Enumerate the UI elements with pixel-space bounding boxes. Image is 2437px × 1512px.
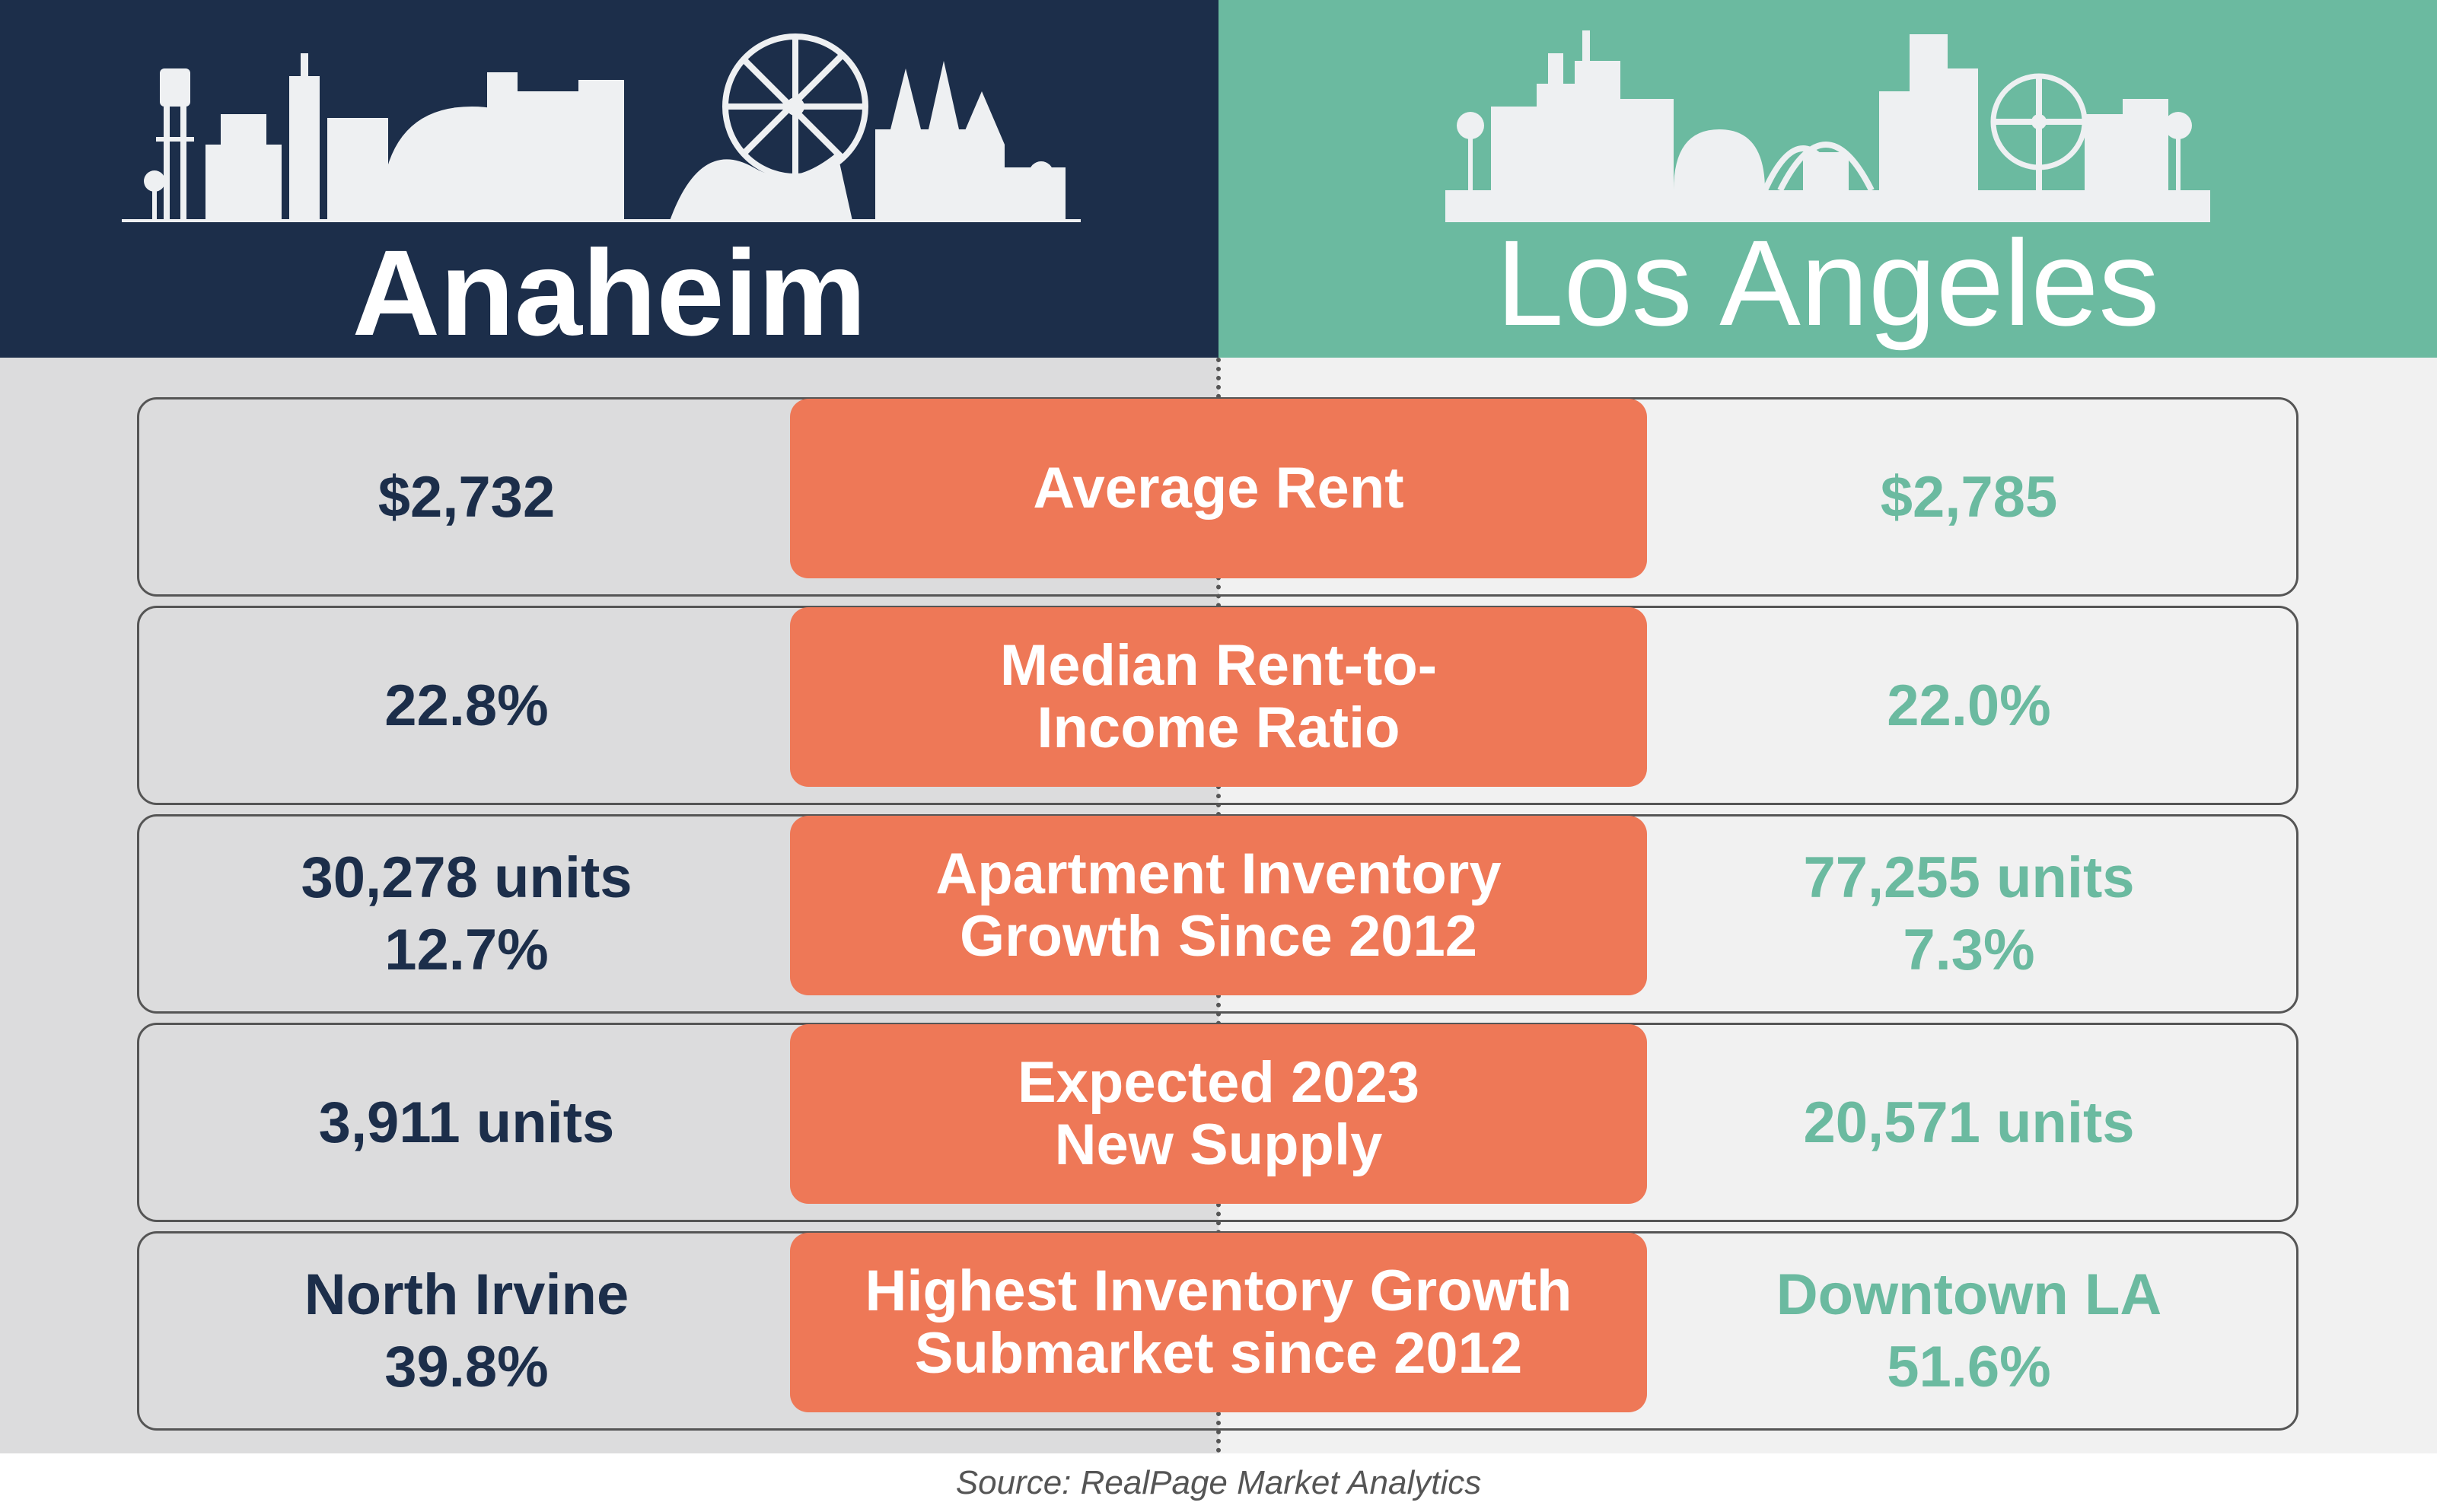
value-line: 22.8% bbox=[384, 673, 549, 738]
label-line: Average Rent bbox=[1033, 455, 1404, 520]
anaheim-value: North Irvine 39.8% bbox=[139, 1233, 794, 1428]
label-line: Highest Inventory Growth bbox=[865, 1258, 1572, 1323]
los-angeles-value: 77,255 units 7.3% bbox=[1642, 816, 2296, 1011]
comparison-row-top-submarket: North Irvine 39.8% Downtown LA 51.6% bbox=[137, 1231, 2298, 1431]
value-line: $2,732 bbox=[377, 464, 556, 530]
anaheim-header: Anaheim bbox=[0, 0, 1218, 358]
comparison-row-inventory-growth: 30,278 units 12.7% 77,255 units 7.3% bbox=[137, 814, 2298, 1014]
los-angeles-value: 20,571 units bbox=[1642, 1025, 2296, 1220]
value-line: 51.6% bbox=[1887, 1335, 2051, 1399]
label-line: Growth Since 2012 bbox=[959, 904, 1478, 969]
label-line: Income Ratio bbox=[1037, 696, 1400, 760]
los-angeles-skyline-illustration bbox=[1445, 30, 2210, 222]
metric-label-average-rent: Average Rent bbox=[790, 399, 1647, 578]
anaheim-city-title: Anaheim bbox=[352, 224, 867, 361]
value-line: 7.3% bbox=[1903, 918, 2035, 982]
los-angeles-value: Downtown LA 51.6% bbox=[1642, 1233, 2296, 1428]
los-angeles-value: $2,785 bbox=[1642, 399, 2296, 594]
value-line: 3,911 units bbox=[318, 1090, 615, 1155]
value-line: 77,255 units bbox=[1803, 845, 2135, 910]
label-line: New Supply bbox=[1054, 1113, 1383, 1177]
los-angeles-header: Los Angeles bbox=[1218, 0, 2437, 358]
label-line: Median Rent-to- bbox=[999, 632, 1438, 698]
anaheim-value: 22.8% bbox=[139, 608, 794, 803]
value-line: North Irvine bbox=[304, 1262, 629, 1327]
comparison-row-rent-to-income: 22.8% 22.0% bbox=[137, 606, 2298, 805]
value-line: 20,571 units bbox=[1803, 1090, 2135, 1155]
value-line: $2,785 bbox=[1880, 464, 2058, 530]
value-line: Downtown LA bbox=[1776, 1262, 2162, 1327]
anaheim-value: 30,278 units 12.7% bbox=[139, 816, 794, 1011]
value-line: 30,278 units bbox=[301, 845, 632, 910]
source-caption: Source: RealPage Market Analytics bbox=[955, 1463, 1482, 1501]
los-angeles-value: 22.0% bbox=[1642, 608, 2296, 803]
label-line: Expected 2023 bbox=[1017, 1049, 1420, 1115]
anaheim-value: $2,732 bbox=[139, 399, 794, 594]
value-line: 22.0% bbox=[1887, 673, 2051, 738]
label-line: Apartment Inventory bbox=[935, 841, 1502, 906]
metric-label-top-submarket: Highest Inventory Growth Submarket since… bbox=[790, 1233, 1647, 1412]
label-line: Submarket since 2012 bbox=[914, 1321, 1523, 1386]
comparison-row-new-supply: 3,911 units 20,571 units bbox=[137, 1023, 2298, 1222]
los-angeles-city-title: Los Angeles bbox=[1496, 215, 2160, 351]
comparison-row-average-rent: $2,732 $2,785 bbox=[137, 397, 2298, 597]
value-line: 39.8% bbox=[384, 1335, 549, 1399]
metric-label-inventory-growth: Apartment Inventory Growth Since 2012 bbox=[790, 816, 1647, 995]
anaheim-skyline-illustration bbox=[122, 33, 1081, 222]
value-line: 12.7% bbox=[384, 918, 549, 982]
metric-label-rent-to-income: Median Rent-to- Income Ratio bbox=[790, 607, 1647, 787]
anaheim-value: 3,911 units bbox=[139, 1025, 794, 1220]
metric-label-new-supply: Expected 2023 New Supply bbox=[790, 1024, 1647, 1204]
